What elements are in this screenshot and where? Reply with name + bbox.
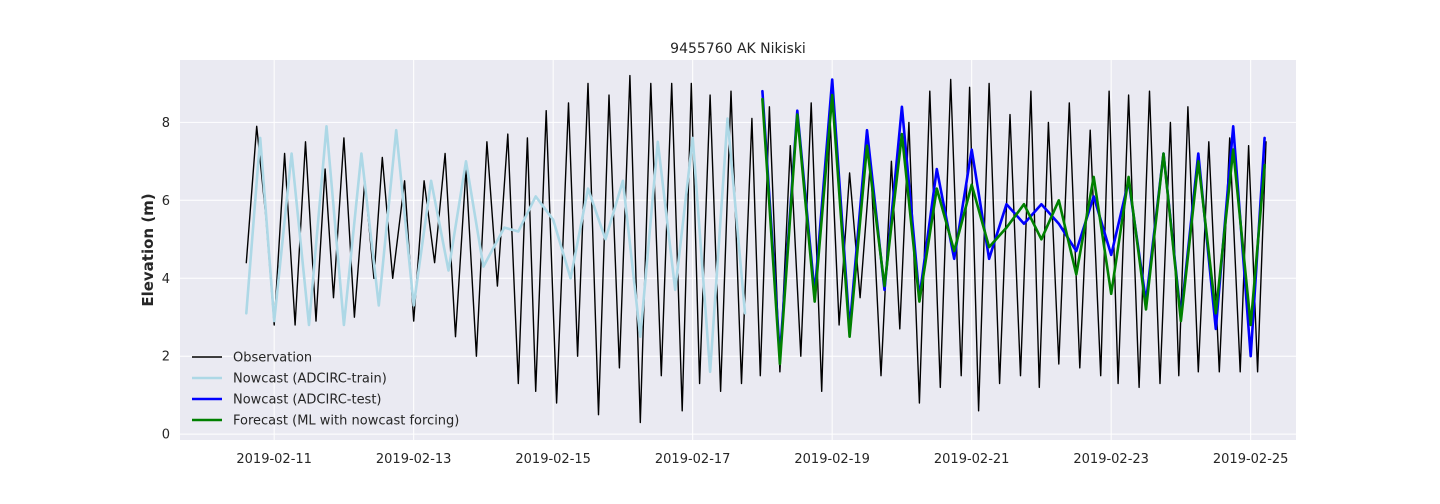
series-line-0 <box>245 74 1267 424</box>
legend-label: Nowcast (ADCIRC-train) <box>233 372 387 387</box>
legend-label: Nowcast (ADCIRC-test) <box>233 393 382 408</box>
y-tick-label: 0 <box>162 428 170 443</box>
y-tick-label: 6 <box>162 194 170 209</box>
y-tick-label: 4 <box>162 272 170 287</box>
legend-label: Forecast (ML with nowcast forcing) <box>233 414 459 429</box>
legend: Observation Nowcast (ADCIRC-train) Nowcast… <box>192 351 459 429</box>
y-axis-ticks: 0 2 4 6 8 <box>162 116 170 443</box>
x-tick-label: 2019-02-11 <box>236 452 312 467</box>
x-tick-label: 2019-02-19 <box>794 452 870 467</box>
series-group <box>245 74 1267 424</box>
x-tick-label: 2019-02-25 <box>1213 452 1289 467</box>
x-axis-ticks: 2019-02-11 2019-02-13 2019-02-15 2019-02-17… <box>236 452 1288 467</box>
series-layer <box>245 74 1267 424</box>
series-line-1 <box>245 117 747 374</box>
series-line-3 <box>761 93 1266 366</box>
y-tick-label: 2 <box>162 350 170 365</box>
x-tick-label: 2019-02-21 <box>934 452 1010 467</box>
legend-label: Observation <box>233 351 312 366</box>
x-tick-label: 2019-02-23 <box>1073 452 1149 467</box>
x-tick-label: 2019-02-13 <box>376 452 452 467</box>
y-axis-label: Elevation (m) <box>139 193 157 306</box>
chart-title: 9455760 AK Nikiski <box>670 41 806 57</box>
y-tick-label: 8 <box>162 116 170 131</box>
x-tick-label: 2019-02-15 <box>515 452 591 467</box>
x-tick-label: 2019-02-17 <box>655 452 731 467</box>
